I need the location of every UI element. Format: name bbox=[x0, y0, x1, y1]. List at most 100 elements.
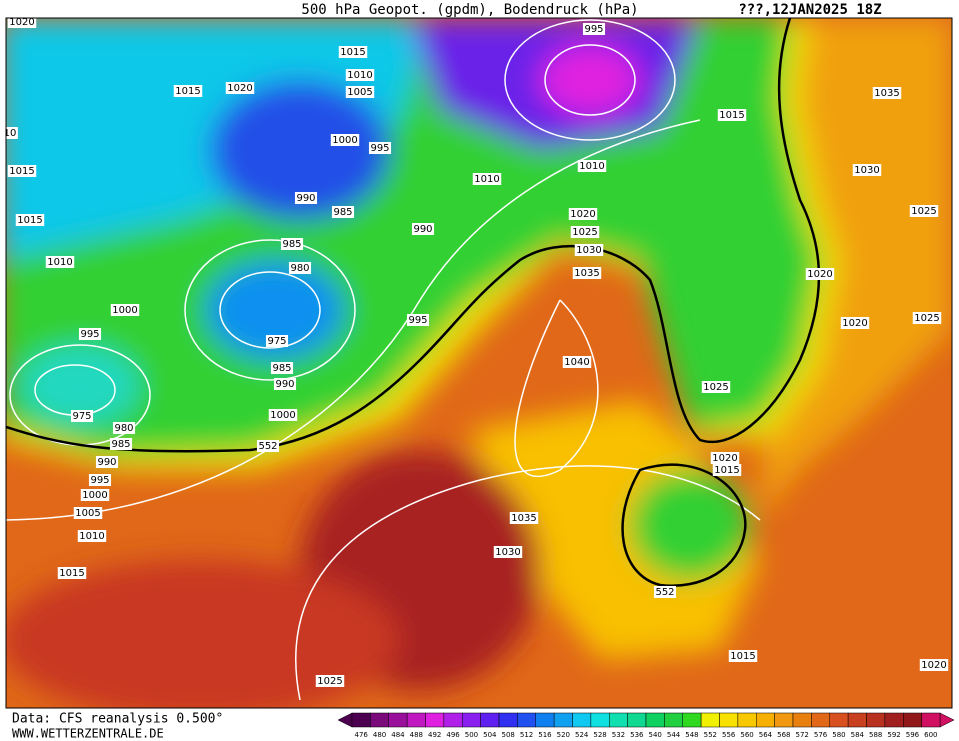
isobar-label-bg bbox=[509, 512, 539, 524]
isobar-label-bg bbox=[95, 456, 119, 468]
colorbar-swatch bbox=[774, 712, 794, 728]
isobar-label: 1010 bbox=[474, 174, 499, 185]
isobar-label-bg bbox=[717, 109, 747, 121]
isobar-label: 1030 bbox=[495, 547, 520, 558]
colorbar-label: 584 bbox=[851, 731, 865, 739]
colorbar-label: 524 bbox=[575, 731, 589, 739]
isobar-label-bg bbox=[562, 356, 592, 368]
isobar-label-bg bbox=[256, 440, 280, 452]
isobar-label: 985 bbox=[282, 239, 301, 250]
isobar-label: 995 bbox=[370, 143, 389, 154]
isobar-label-bg bbox=[330, 134, 360, 146]
colorbar-label: 580 bbox=[832, 731, 845, 739]
isobar-label-bg bbox=[728, 650, 758, 662]
isobar-label-bg bbox=[912, 312, 942, 324]
colorbar-label: 488 bbox=[410, 731, 423, 739]
isobar-label-bg bbox=[805, 268, 835, 280]
isobar-label-bg bbox=[280, 238, 304, 250]
isobar-label: 1000 bbox=[82, 490, 107, 501]
colorbar-swatch bbox=[406, 712, 426, 728]
isobar-label: 552 bbox=[655, 587, 674, 598]
colorbar-swatch bbox=[921, 712, 941, 728]
isobar-label: 1025 bbox=[911, 206, 936, 217]
isobar-label: 1015 bbox=[17, 215, 42, 226]
isobar-label: 1000 bbox=[332, 135, 357, 146]
colorbar-label: 548 bbox=[685, 731, 698, 739]
colorbar-label: 572 bbox=[796, 731, 809, 739]
colorbar-label: 500 bbox=[465, 731, 478, 739]
isobar-label-bg bbox=[406, 314, 430, 326]
isobar-label: 1020 bbox=[921, 660, 946, 671]
map-title: 500 hPa Geopot. (gpdm), Bodendruck (hPa) bbox=[301, 2, 638, 18]
isobar-label: 10 bbox=[4, 128, 17, 139]
map-field: 1020 1015 1010 1005 995 1015 1020 10 1000 995 1015… bbox=[4, 18, 952, 708]
isobar-label-bg bbox=[57, 567, 87, 579]
isobar-label-bg bbox=[472, 173, 502, 185]
isobar-label-bg bbox=[7, 165, 37, 177]
isobar-label-bg bbox=[345, 86, 375, 98]
colorbar-label: 492 bbox=[428, 731, 441, 739]
isobar-label-bg bbox=[909, 205, 939, 217]
isobar-label: 1005 bbox=[347, 87, 372, 98]
colorbar-label: 588 bbox=[869, 731, 882, 739]
colorbar-swatch bbox=[535, 712, 555, 728]
colorbar-label: 476 bbox=[355, 731, 369, 739]
isobar-label-bg bbox=[701, 381, 731, 393]
isobar-label-bg bbox=[368, 142, 392, 154]
colorbar-label: 600 bbox=[924, 731, 937, 739]
isobar-label-bg bbox=[112, 422, 136, 434]
isobar-label-bg bbox=[265, 335, 289, 347]
colorbar-swatch bbox=[903, 712, 922, 728]
isobar-label: 1000 bbox=[270, 410, 295, 421]
isobar-label-bg bbox=[338, 46, 368, 58]
isobar-label: 1015 bbox=[714, 465, 739, 476]
isobar-label: 1010 bbox=[347, 70, 372, 81]
contour-552-med bbox=[621, 463, 747, 587]
colorbar-swatch bbox=[737, 712, 757, 728]
footer-source: Data: CFS reanalysis 0.500° bbox=[12, 712, 223, 727]
isobar-label: 1005 bbox=[75, 508, 100, 519]
isobar-label-bg bbox=[568, 208, 598, 220]
colorbar-label: 540 bbox=[649, 731, 662, 739]
colorbar-arrow-right bbox=[939, 712, 955, 728]
isobar-label-bg bbox=[294, 192, 318, 204]
isobar-label-bg bbox=[493, 546, 523, 558]
map-frame bbox=[5, 17, 953, 709]
isobar-label-bg bbox=[710, 452, 740, 464]
colorbar-swatch bbox=[443, 712, 463, 728]
isobar-label-bg bbox=[653, 586, 677, 598]
isobar-label: 995 bbox=[584, 24, 603, 35]
isobar-label-bg bbox=[582, 23, 606, 35]
colorbar-label: 552 bbox=[704, 731, 717, 739]
colorbar-label: 480 bbox=[373, 731, 386, 739]
isobar-label-bg bbox=[73, 507, 103, 519]
isobar-label: 1020 bbox=[807, 269, 832, 280]
isobar-label-bg bbox=[840, 317, 870, 329]
isobar-label: 975 bbox=[267, 336, 286, 347]
colorbar-swatch bbox=[829, 712, 849, 728]
colorbar-label: 516 bbox=[538, 731, 552, 739]
colorbar-swatch bbox=[572, 712, 592, 728]
isobar-label-bg bbox=[88, 474, 112, 486]
isobar-label: 1010 bbox=[47, 257, 72, 268]
isobar-label-bg bbox=[315, 675, 345, 687]
colorbar-swatch bbox=[498, 712, 518, 728]
isobar-label: 985 bbox=[333, 207, 352, 218]
footer-site: WWW.WETTERZENTRALE.DE bbox=[12, 727, 164, 741]
isobar-label-bg bbox=[411, 223, 435, 235]
isobar-label-bg bbox=[270, 362, 294, 374]
colorbar-label: 544 bbox=[667, 731, 681, 739]
isobar-label-bg bbox=[919, 659, 949, 671]
colorbar-label: 512 bbox=[520, 731, 533, 739]
isobar-label: 990 bbox=[97, 457, 116, 468]
colorbar-label: 592 bbox=[887, 731, 900, 739]
isobar-label-bg bbox=[331, 206, 355, 218]
isobar-label: 1015 bbox=[340, 47, 365, 58]
colorbar-swatch bbox=[627, 712, 647, 728]
isobar-label: 1020 bbox=[842, 318, 867, 329]
isobar-label-bg bbox=[268, 409, 298, 421]
isobar-label-bg bbox=[570, 226, 600, 238]
isobar-label-bg bbox=[712, 464, 742, 476]
isobar-label: 995 bbox=[80, 329, 99, 340]
